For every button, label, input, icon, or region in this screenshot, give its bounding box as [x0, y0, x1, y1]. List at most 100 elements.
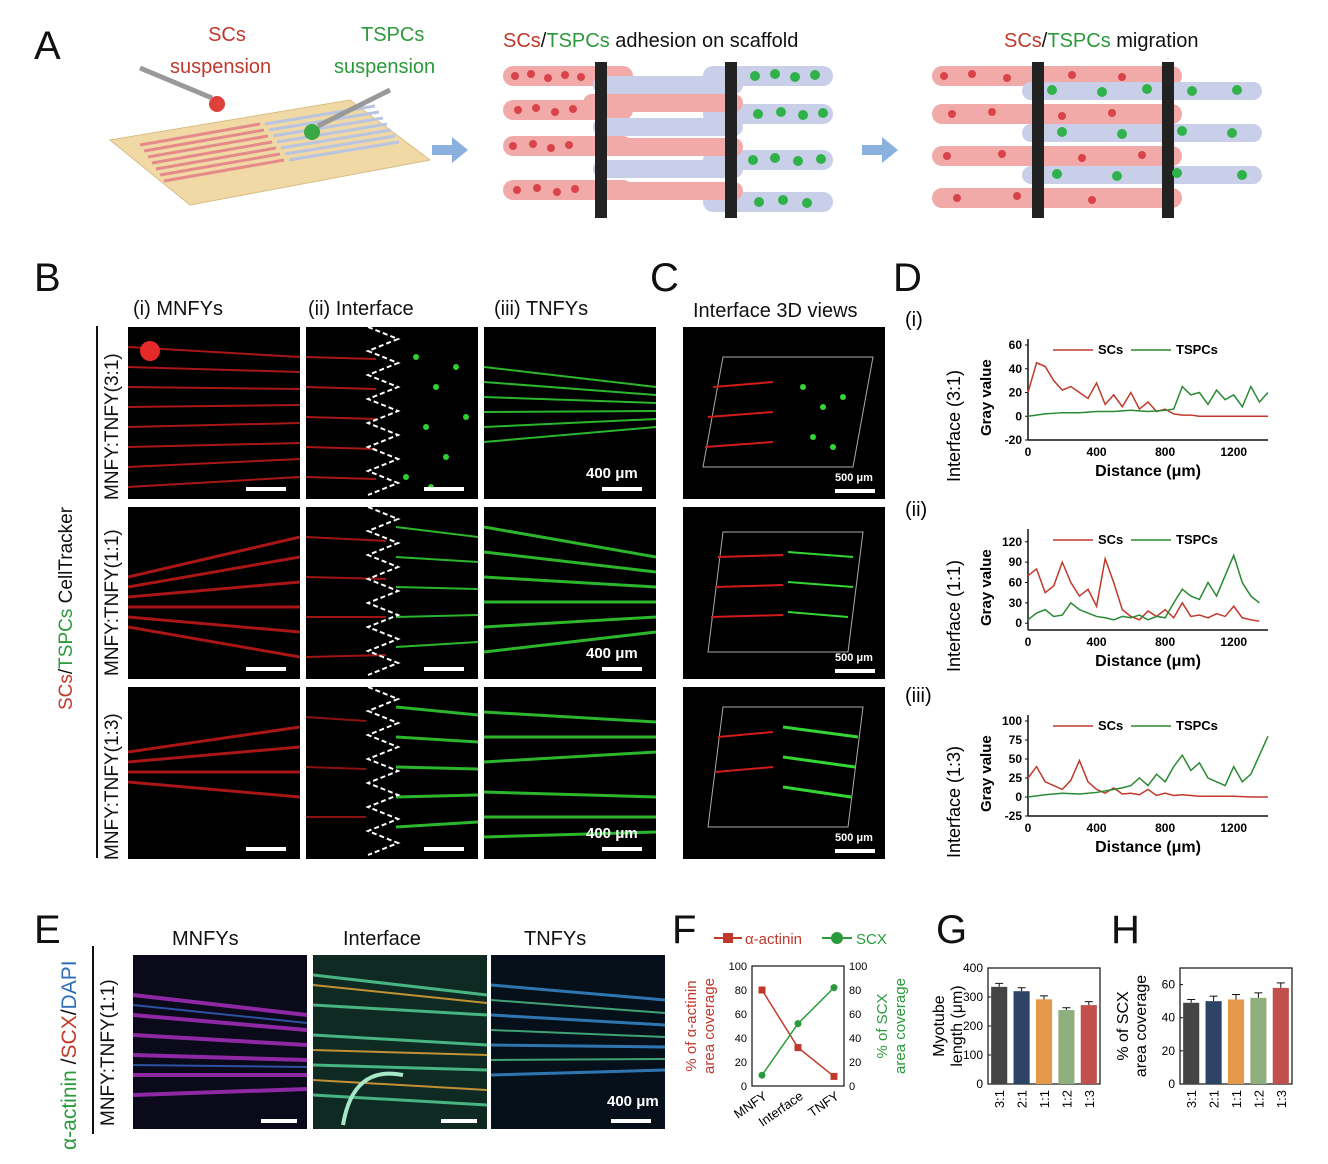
roman-numeral: (ii) [905, 499, 927, 521]
series-line-tspcs [1027, 553, 1260, 621]
left-y-tick-label: 80 [735, 985, 747, 997]
panel-label-c: C [650, 256, 679, 300]
legend-marker-scx [831, 932, 843, 944]
left-y-tick-label: 0 [741, 1081, 747, 1093]
x-axis-label: Distance (μm) [1095, 463, 1201, 480]
data-point-alpha-actinin [794, 1044, 802, 1052]
left-y-tick-label: 60 [735, 1009, 747, 1021]
y-axis-label-2: length (μm) [949, 985, 966, 1066]
y-tick-label: 20 [1162, 1044, 1176, 1058]
legend-label-scs: SCs [1098, 532, 1123, 547]
y-axis-label: Gray value [978, 549, 995, 626]
series-line-scs [1027, 361, 1268, 417]
x-tick-label: 3:1 [992, 1090, 1007, 1108]
area-coverage-chart: α-actinin SCX 0 0 20 20 40 40 60 60 80 80 100 100 % of… [683, 931, 909, 1129]
tspcs-suspension-label-2: suspension [334, 56, 436, 78]
y-axis-label: Gray value [978, 735, 995, 812]
migration-title: SCs/TSPCs migration [1004, 30, 1199, 52]
tspcs-suspension-label-1: TSPCs [361, 24, 425, 46]
arrow-right-icon [432, 137, 468, 163]
e-col-interface: Interface [343, 928, 421, 950]
3d-view-3-1: 500 μm [683, 327, 885, 499]
y-tick-label: 0 [1015, 616, 1022, 630]
y-tick-label: 90 [1009, 555, 1023, 569]
y-axis-label: Gray value [978, 359, 995, 436]
x-tick-label: 0 [1025, 445, 1032, 459]
scale-bar [602, 667, 642, 671]
left-y-tick-label: 20 [735, 1057, 747, 1069]
y-axis-label-1: % of SCX [1115, 991, 1132, 1061]
scale-bar [424, 667, 464, 671]
scale-bar [246, 667, 286, 671]
y-tick-label: 300 [963, 990, 983, 1004]
e-col-tnfys: TNFYs [524, 928, 587, 950]
data-point-scx [830, 984, 838, 992]
x-tick-label: 1:3 [1082, 1090, 1097, 1108]
x-tick-label: TNFY [805, 1088, 842, 1120]
gray-value-chart-1-3: (iii) Interface (1:3) Gray value 100 75 50 25 0… [905, 685, 1269, 858]
y-tick-label: 60 [1009, 338, 1023, 352]
legend-label-tspcs: TSPCs [1176, 718, 1218, 733]
micrograph-e-mnfys [133, 955, 307, 1129]
y-tick-label: 0 [1015, 790, 1022, 804]
left-y-label-2: area coverage [701, 978, 718, 1074]
data-point-scx [794, 1020, 802, 1028]
y-tick-label: 200 [963, 1019, 983, 1033]
x-tick-label: 2:1 [1015, 1090, 1030, 1108]
micrograph-mnfys-3-1 [128, 327, 300, 499]
scale-label: 500 μm [835, 472, 873, 484]
migration-illustration [932, 62, 1262, 218]
series-line-scx [761, 987, 835, 1076]
x-tick-label: 800 [1155, 821, 1175, 835]
x-tick-label: 800 [1155, 635, 1175, 649]
legend-label-scs: SCs [1098, 342, 1123, 357]
scale-label: 400 μm [586, 465, 638, 482]
scale-bar [246, 847, 286, 851]
data-point-scx [758, 1071, 766, 1079]
panel-label-a: A [34, 24, 61, 68]
x-tick-label: 1:3 [1274, 1090, 1289, 1108]
y-tick-label: 25 [1009, 771, 1023, 785]
scale-label: 400 μm [607, 1093, 659, 1110]
legend-label-tspcs: TSPCs [1176, 532, 1218, 547]
legend-marker-alpha-actinin [723, 933, 733, 943]
adhesion-illustration [503, 62, 833, 218]
scale-label: 400 μm [586, 645, 638, 662]
micrograph-e-interface [313, 955, 487, 1129]
roman-numeral: (i) [905, 309, 923, 331]
bar-1-2 [1058, 1010, 1075, 1084]
scx-coverage-chart: 0 20 40 60 % of SCX area coverage 3:1 2:1 1:1 1:2… [1115, 967, 1293, 1108]
right-y-label-1: % of SCX [874, 993, 891, 1058]
y-tick-label: 60 [1009, 576, 1023, 590]
y-tick-label: 0 [1015, 409, 1022, 423]
y-tick-label: 75 [1009, 733, 1023, 747]
legend-label-scs: SCs [1098, 718, 1123, 733]
right-y-tick-label: 60 [849, 1009, 861, 1021]
row-bracket-e [92, 946, 94, 1134]
right-y-tick-label: 100 [849, 961, 867, 973]
scs-suspension-label-1: SCs [208, 24, 246, 46]
row-label-3-1: MNFY:TNFY(3:1) [102, 353, 123, 500]
series-line-scs [1027, 555, 1260, 622]
left-y-tick-label: 100 [729, 961, 747, 973]
outer-y-label: Interface (1:3) [944, 746, 964, 858]
panel-c-title: Interface 3D views [693, 300, 858, 322]
scale-bar [602, 847, 642, 851]
scaffold-schematic [108, 65, 432, 206]
scale-bar [835, 489, 875, 493]
adhesion-title: SCs/TSPCs adhesion on scaffold [503, 30, 799, 52]
col-label-tnfys: (iii) TNFYs [494, 298, 589, 320]
micrograph-interface-3-1 [306, 327, 478, 499]
y-tick-label: -25 [1005, 809, 1023, 823]
y-tick-label: 30 [1009, 596, 1023, 610]
y-tick-label: 60 [1162, 978, 1176, 992]
x-tick-label: 1:2 [1251, 1090, 1266, 1108]
y-tick-label: 0 [976, 1077, 983, 1091]
bar-1-1 [1227, 999, 1245, 1084]
scale-bar [441, 1119, 477, 1123]
micrograph-tnfys-1-3: 400 μm [484, 687, 656, 859]
x-tick-label: 1:1 [1037, 1090, 1052, 1108]
x-axis-label: Distance (μm) [1095, 839, 1201, 856]
bar-1-1 [1035, 999, 1053, 1084]
